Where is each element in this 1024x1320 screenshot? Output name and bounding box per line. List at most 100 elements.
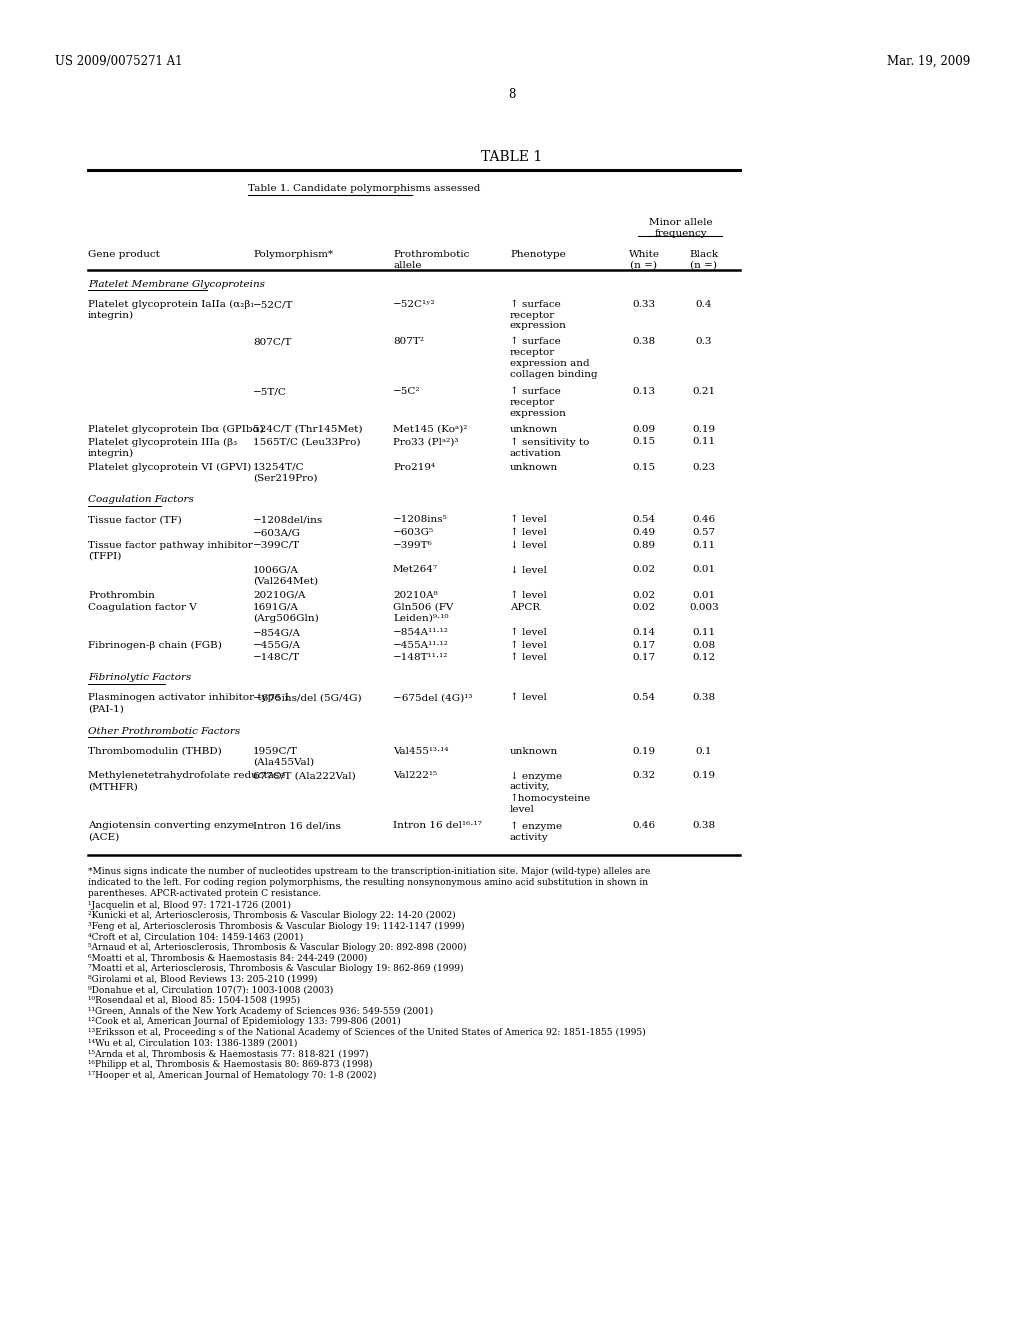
Text: 0.89: 0.89 <box>633 540 655 549</box>
Text: 0.33: 0.33 <box>633 300 655 309</box>
Text: Fibrinolytic Factors: Fibrinolytic Factors <box>88 673 191 682</box>
Text: TABLE 1: TABLE 1 <box>481 150 543 164</box>
Text: Intron 16 del/ins: Intron 16 del/ins <box>253 821 341 830</box>
Text: −455G/A: −455G/A <box>253 640 301 649</box>
Text: −455A¹¹·¹²: −455A¹¹·¹² <box>393 640 449 649</box>
Text: unknown: unknown <box>510 462 558 471</box>
Text: ⁵Arnaud et al, Arteriosclerosis, Thrombosis & Vascular Biology 20: 892-898 (2000: ⁵Arnaud et al, Arteriosclerosis, Thrombo… <box>88 942 467 952</box>
Text: −148C/T: −148C/T <box>253 653 300 663</box>
Text: ↓ level: ↓ level <box>510 540 547 549</box>
Text: Fibrinogen-β chain (FGB): Fibrinogen-β chain (FGB) <box>88 640 222 649</box>
Text: Minor allele
frequency: Minor allele frequency <box>649 218 713 238</box>
Text: 0.4: 0.4 <box>695 300 713 309</box>
Text: 524C/T (Thr145Met): 524C/T (Thr145Met) <box>253 425 362 434</box>
Text: 0.23: 0.23 <box>692 462 716 471</box>
Text: Other Prothrombotic Factors: Other Prothrombotic Factors <box>88 726 241 735</box>
Text: −854G/A: −854G/A <box>253 628 301 638</box>
Text: 0.11: 0.11 <box>692 540 716 549</box>
Text: 1006G/A
(Val264Met): 1006G/A (Val264Met) <box>253 565 318 585</box>
Text: Polymorphism*: Polymorphism* <box>253 249 333 259</box>
Text: 0.14: 0.14 <box>633 628 655 638</box>
Text: Gln506 (FV
Leiden)⁹·¹⁰: Gln506 (FV Leiden)⁹·¹⁰ <box>393 603 454 623</box>
Text: −5C²: −5C² <box>393 388 421 396</box>
Text: −5T/C: −5T/C <box>253 388 287 396</box>
Text: ¹⁵Arnda et al, Thrombosis & Haemostasis 77: 818-821 (1997): ¹⁵Arnda et al, Thrombosis & Haemostasis … <box>88 1049 369 1059</box>
Text: 0.17: 0.17 <box>633 640 655 649</box>
Text: 8: 8 <box>508 88 516 102</box>
Text: ↓ level: ↓ level <box>510 565 547 574</box>
Text: Pro33 (Plᵃ²)³: Pro33 (Plᵃ²)³ <box>393 437 459 446</box>
Text: US 2009/0075271 A1: US 2009/0075271 A1 <box>55 55 182 69</box>
Text: 0.01: 0.01 <box>692 590 716 599</box>
Text: 0.19: 0.19 <box>692 425 716 434</box>
Text: −1208del/ins: −1208del/ins <box>253 516 324 524</box>
Text: 0.54: 0.54 <box>633 693 655 702</box>
Text: 1691G/A
(Arg506Gln): 1691G/A (Arg506Gln) <box>253 603 318 623</box>
Text: Met264⁷: Met264⁷ <box>393 565 438 574</box>
Text: Prothrombin: Prothrombin <box>88 590 155 599</box>
Text: 0.13: 0.13 <box>633 388 655 396</box>
Text: 0.02: 0.02 <box>633 603 655 612</box>
Text: Thrombomodulin (THBD): Thrombomodulin (THBD) <box>88 747 222 755</box>
Text: White
(n =): White (n =) <box>629 249 659 269</box>
Text: 807C/T: 807C/T <box>253 338 292 346</box>
Text: ↑ sensitivity to
activation: ↑ sensitivity to activation <box>510 437 590 458</box>
Text: ↑ surface
receptor
expression: ↑ surface receptor expression <box>510 388 567 418</box>
Text: ¹⁶Philipp et al, Thrombosis & Haemostasis 80: 869-873 (1998): ¹⁶Philipp et al, Thrombosis & Haemostasi… <box>88 1060 373 1069</box>
Text: −675ins/del (5G/4G): −675ins/del (5G/4G) <box>253 693 361 702</box>
Text: 0.19: 0.19 <box>633 747 655 755</box>
Text: Tissue factor pathway inhibitor
(TFPI): Tissue factor pathway inhibitor (TFPI) <box>88 540 253 560</box>
Text: 0.32: 0.32 <box>633 771 655 780</box>
Text: 0.21: 0.21 <box>692 388 716 396</box>
Text: Val222¹⁵: Val222¹⁵ <box>393 771 437 780</box>
Text: ⁷Moatti et al, Arteriosclerosis, Thrombosis & Vascular Biology 19: 862-869 (1999: ⁷Moatti et al, Arteriosclerosis, Thrombo… <box>88 964 464 973</box>
Text: 1565T/C (Leu33Pro): 1565T/C (Leu33Pro) <box>253 437 360 446</box>
Text: 677C/T (Ala222Val): 677C/T (Ala222Val) <box>253 771 355 780</box>
Text: *Minus signs indicate the number of nucleotides upstream to the transcription-in: *Minus signs indicate the number of nucl… <box>88 866 650 898</box>
Text: 0.54: 0.54 <box>633 516 655 524</box>
Text: Plasminogen activator inhibitor type 1
(PAI-1): Plasminogen activator inhibitor type 1 (… <box>88 693 290 713</box>
Text: Black
(n =): Black (n =) <box>689 249 719 269</box>
Text: 13254T/C
(Ser219Pro): 13254T/C (Ser219Pro) <box>253 462 317 482</box>
Text: Platelet glycoprotein IaIIa (α₂β₁
integrin): Platelet glycoprotein IaIIa (α₂β₁ integr… <box>88 300 255 319</box>
Text: ¹⁰Rosendaal et al, Blood 85: 1504-1508 (1995): ¹⁰Rosendaal et al, Blood 85: 1504-1508 (… <box>88 997 300 1005</box>
Text: 0.12: 0.12 <box>692 653 716 663</box>
Text: 0.08: 0.08 <box>692 640 716 649</box>
Text: 0.01: 0.01 <box>692 565 716 574</box>
Text: ⁸Girolami et al, Blood Reviews 13: 205-210 (1999): ⁸Girolami et al, Blood Reviews 13: 205-2… <box>88 974 317 983</box>
Text: Platelet glycoprotein Ibα (GPIbα): Platelet glycoprotein Ibα (GPIbα) <box>88 425 264 434</box>
Text: ↓ enzyme
activity,
↑homocysteine
level: ↓ enzyme activity, ↑homocysteine level <box>510 771 591 813</box>
Text: 0.46: 0.46 <box>633 821 655 830</box>
Text: Angiotensin converting enzyme
(ACE): Angiotensin converting enzyme (ACE) <box>88 821 254 841</box>
Text: ¹⁴Wu et al, Circulation 103: 1386-1389 (2001): ¹⁴Wu et al, Circulation 103: 1386-1389 (… <box>88 1039 297 1048</box>
Text: Table 1. Candidate polymorphisms assessed: Table 1. Candidate polymorphisms assesse… <box>248 183 480 193</box>
Text: 0.02: 0.02 <box>633 590 655 599</box>
Text: ↑ level: ↑ level <box>510 590 547 599</box>
Text: 20210G/A: 20210G/A <box>253 590 305 599</box>
Text: 0.003: 0.003 <box>689 603 719 612</box>
Text: ↑ surface
receptor
expression and
collagen binding: ↑ surface receptor expression and collag… <box>510 338 598 379</box>
Text: −52C/T: −52C/T <box>253 300 294 309</box>
Text: 0.46: 0.46 <box>692 516 716 524</box>
Text: Platelet Membrane Glycoproteins: Platelet Membrane Glycoproteins <box>88 280 265 289</box>
Text: 0.11: 0.11 <box>692 628 716 638</box>
Text: ↑ level: ↑ level <box>510 653 547 663</box>
Text: ⁶Moatti et al, Thrombosis & Haemostasis 84: 244-249 (2000): ⁶Moatti et al, Thrombosis & Haemostasis … <box>88 953 368 962</box>
Text: ↑ level: ↑ level <box>510 640 547 649</box>
Text: −675del (4G)¹³: −675del (4G)¹³ <box>393 693 472 702</box>
Text: ↑ surface
receptor
expression: ↑ surface receptor expression <box>510 300 567 330</box>
Text: ⁴Croft et al, Circulation 104: 1459-1463 (2001): ⁴Croft et al, Circulation 104: 1459-1463… <box>88 932 303 941</box>
Text: 0.11: 0.11 <box>692 437 716 446</box>
Text: ¹¹Green, Annals of the New York Academy of Sciences 936: 549-559 (2001): ¹¹Green, Annals of the New York Academy … <box>88 1007 433 1016</box>
Text: APCR: APCR <box>510 603 540 612</box>
Text: Met145 (Koᵃ)²: Met145 (Koᵃ)² <box>393 425 467 434</box>
Text: 20210A⁸: 20210A⁸ <box>393 590 437 599</box>
Text: −603G⁵: −603G⁵ <box>393 528 434 537</box>
Text: ↑ level: ↑ level <box>510 693 547 702</box>
Text: Coagulation factor V: Coagulation factor V <box>88 603 197 612</box>
Text: ↑ level: ↑ level <box>510 628 547 638</box>
Text: ↑ enzyme
activity: ↑ enzyme activity <box>510 821 562 842</box>
Text: −1208ins⁵: −1208ins⁵ <box>393 516 447 524</box>
Text: Pro219⁴: Pro219⁴ <box>393 462 435 471</box>
Text: 0.1: 0.1 <box>695 747 713 755</box>
